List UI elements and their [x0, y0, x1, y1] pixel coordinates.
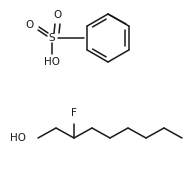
Text: S: S	[49, 33, 55, 43]
Text: O: O	[26, 20, 34, 30]
Text: O: O	[54, 10, 62, 20]
Text: HO: HO	[10, 133, 26, 143]
Text: F: F	[71, 108, 77, 118]
Text: HO: HO	[44, 57, 60, 67]
